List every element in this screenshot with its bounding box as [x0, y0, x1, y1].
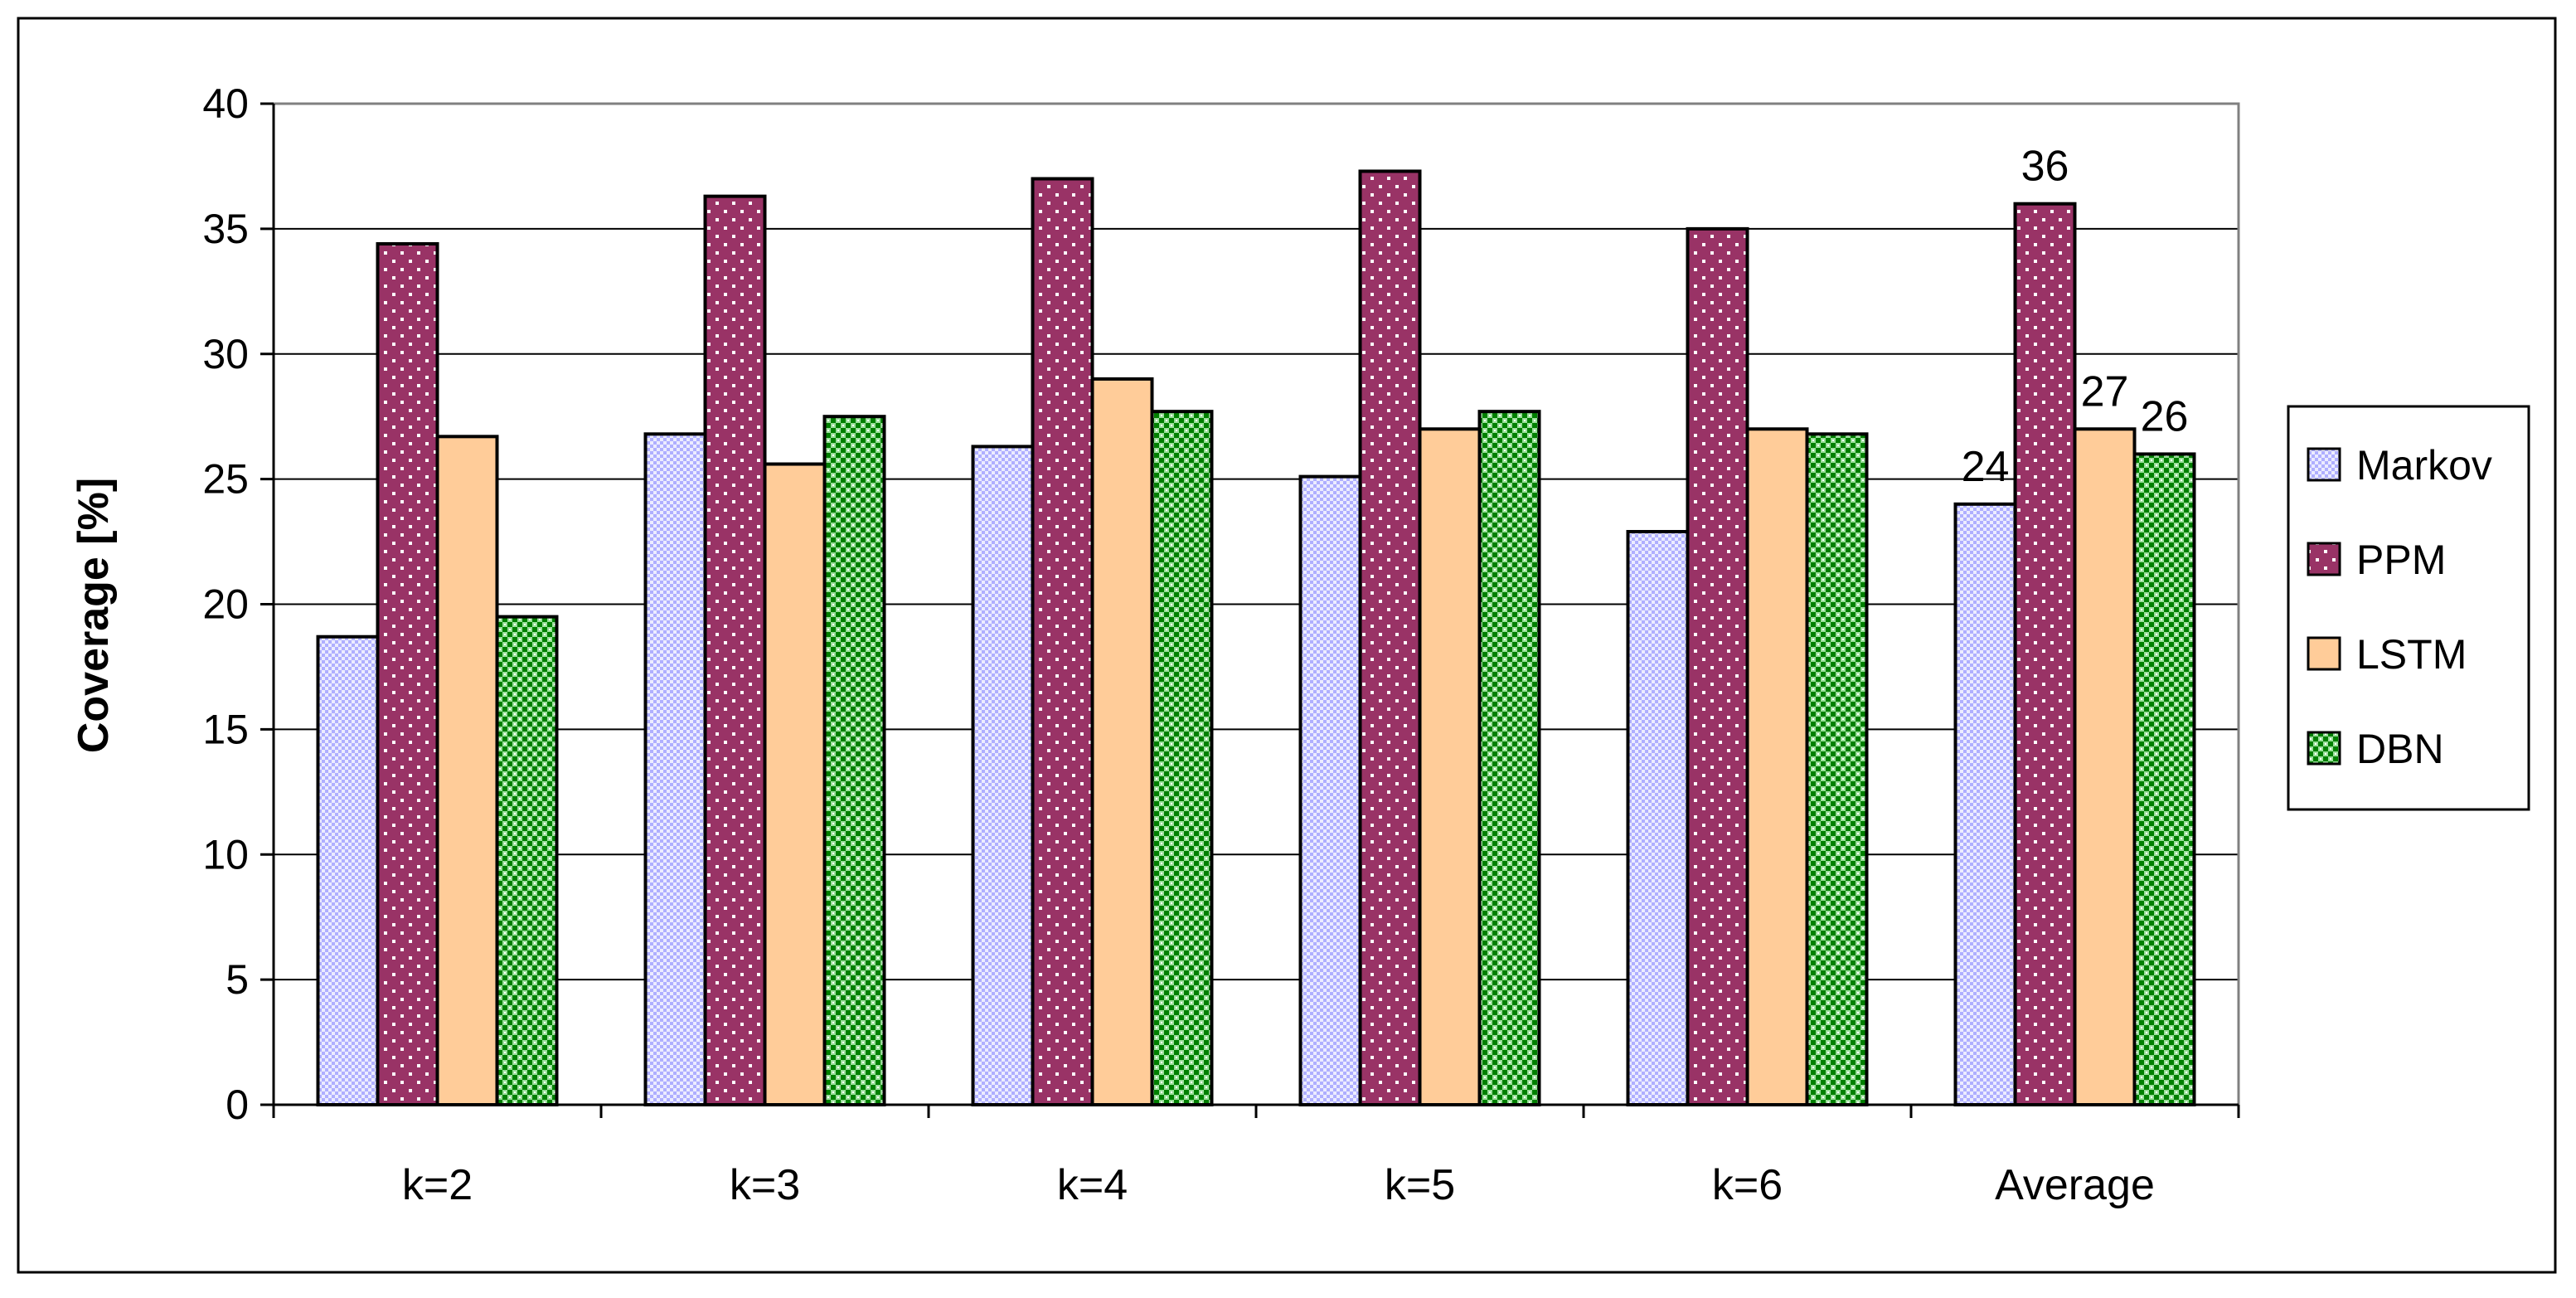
bar-markov-k3	[643, 432, 707, 1106]
x-category-labels: k=2 k=3 k=4 k=5 k=6 Average	[402, 1161, 2155, 1209]
legend-swatch-dbn	[2307, 731, 2341, 766]
bar-dbn-k3	[822, 415, 886, 1106]
bar-lstm-k3	[763, 462, 827, 1106]
legend-swatch-markov	[2307, 447, 2341, 482]
x-category-label: Average	[1995, 1161, 2155, 1209]
legend-swatch-ppm	[2307, 542, 2341, 576]
y-tick-label: 30	[202, 331, 249, 377]
legend-label-lstm: LSTM	[2356, 631, 2467, 678]
bar-lstm-average	[2073, 427, 2137, 1106]
bar-markov-average	[1953, 502, 2017, 1106]
bar-dbn-average	[2132, 452, 2196, 1106]
legend: Markov PPM LSTM DBN	[2287, 405, 2530, 811]
y-tick-label: 5	[226, 956, 249, 1003]
bar-ppm-average	[2013, 202, 2077, 1107]
bar-lstm-k5	[1418, 427, 1482, 1106]
gridlines	[274, 103, 2239, 981]
bar-markov-k5	[1298, 474, 1362, 1106]
y-tick-label: 20	[202, 581, 249, 628]
axes	[260, 102, 2240, 1118]
bar-markov-k2	[316, 634, 380, 1106]
bar-ppm-k2	[376, 241, 439, 1107]
x-category-label: k=4	[1057, 1161, 1128, 1209]
bar-dbn-k6	[1805, 432, 1869, 1106]
x-category-label: k=6	[1712, 1161, 1783, 1209]
legend-swatch-lstm	[2307, 636, 2341, 671]
bar-markov-k4	[971, 445, 1035, 1106]
bar-dbn-k4	[1150, 410, 1214, 1106]
y-tick-label: 0	[226, 1082, 249, 1128]
data-label-markov: 24	[1962, 443, 2010, 491]
bar-lstm-k4	[1090, 377, 1154, 1106]
data-label-ppm: 36	[2021, 143, 2069, 191]
data-label-lstm: 27	[2081, 367, 2129, 416]
bar-lstm-k6	[1745, 427, 1809, 1106]
x-category-label: k=3	[730, 1161, 800, 1209]
y-tick-label: 10	[202, 831, 249, 877]
bar-ppm-k3	[703, 194, 767, 1107]
bar-markov-k6	[1626, 529, 1690, 1106]
legend-label-dbn: DBN	[2356, 726, 2444, 772]
y-tick-label: 15	[202, 706, 249, 752]
bar-dbn-k2	[495, 615, 559, 1106]
bar-ppm-k5	[1358, 169, 1422, 1106]
data-label-dbn: 26	[2141, 392, 2189, 440]
bar-ppm-k6	[1686, 226, 1749, 1106]
y-tick-label: 40	[202, 80, 249, 127]
bars	[316, 169, 2196, 1107]
legend-label-markov: Markov	[2356, 442, 2492, 489]
x-category-label: k=5	[1385, 1161, 1455, 1209]
x-category-label: k=2	[402, 1161, 473, 1209]
y-tick-label: 35	[202, 206, 249, 252]
bar-lstm-k2	[435, 435, 499, 1106]
bar-dbn-k5	[1477, 410, 1541, 1106]
bar-ppm-k4	[1031, 177, 1094, 1106]
legend-label-ppm: PPM	[2356, 537, 2446, 583]
y-tick-label: 25	[202, 456, 249, 503]
y-tick-labels: 0 5 10 15 20 25 30 35 40	[202, 80, 249, 1128]
y-axis-title: Coverage [%]	[70, 478, 118, 753]
